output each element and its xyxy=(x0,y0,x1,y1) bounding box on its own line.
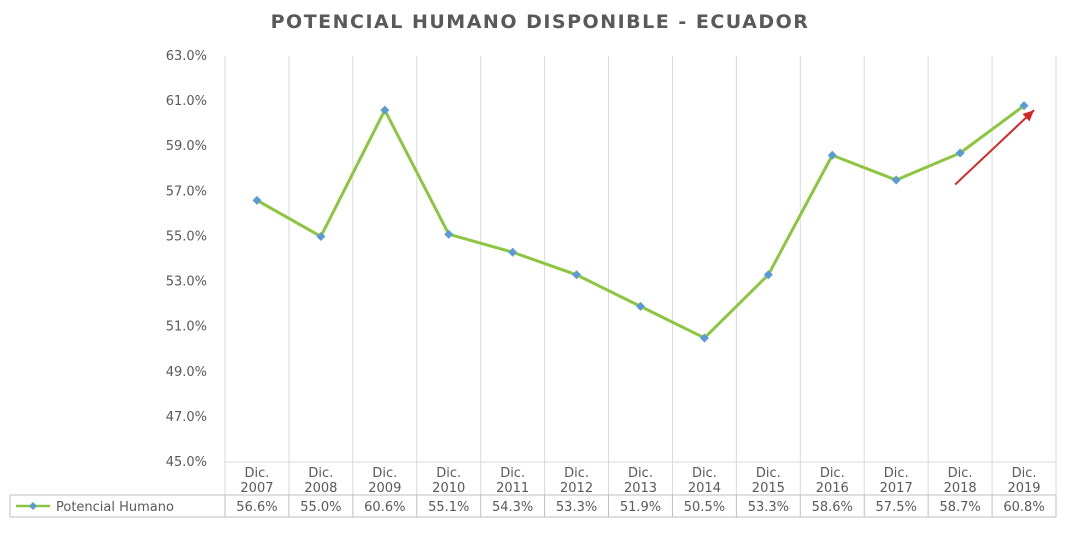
data-point-marker xyxy=(1019,101,1029,111)
x-tick-label-month: Dic. xyxy=(820,466,845,481)
data-table-value: 55.0% xyxy=(300,500,341,515)
y-tick-label: 51.0% xyxy=(166,320,207,335)
x-tick-label-year: 2014 xyxy=(688,481,721,496)
x-tick-label-month: Dic. xyxy=(628,466,653,481)
chart-title: POTENCIAL HUMANO DISPONIBLE - ECUADOR xyxy=(271,11,810,33)
y-tick-label: 49.0% xyxy=(166,365,207,380)
data-point-marker xyxy=(763,270,773,280)
x-tick-label-month: Dic. xyxy=(564,466,589,481)
x-tick-label-month: Dic. xyxy=(692,466,717,481)
data-point-marker xyxy=(444,229,454,239)
x-tick-label-year: 2019 xyxy=(1007,481,1040,496)
data-point-marker xyxy=(316,231,326,241)
data-table-value: 56.6% xyxy=(236,500,277,515)
y-tick-label: 45.0% xyxy=(166,455,207,470)
data-table: Dic.2007Dic.2008Dic.2009Dic.2010Dic.2011… xyxy=(9,466,1057,518)
annotation-arrow-shaft xyxy=(954,109,1035,186)
x-tick-label-year: 2007 xyxy=(240,481,273,496)
data-point-marker xyxy=(891,175,901,185)
x-tick-label-year: 2011 xyxy=(496,481,529,496)
annotation-layer xyxy=(954,109,1035,186)
series-layer xyxy=(252,101,1029,343)
data-point-marker xyxy=(572,270,582,280)
x-tick-label-month: Dic. xyxy=(372,466,397,481)
y-tick-label: 61.0% xyxy=(166,94,207,109)
legend-series-name: Potencial Humano xyxy=(56,500,174,515)
y-tick-label: 47.0% xyxy=(166,410,207,425)
x-tick-label-month: Dic. xyxy=(756,466,781,481)
y-tick-label: 63.0% xyxy=(166,49,207,64)
x-tick-label-year: 2015 xyxy=(752,481,785,496)
x-tick-label-month: Dic. xyxy=(948,466,973,481)
x-tick-label-year: 2013 xyxy=(624,481,657,496)
x-tick-label-month: Dic. xyxy=(245,466,270,481)
data-point-marker xyxy=(508,247,518,257)
data-table-value: 54.3% xyxy=(492,500,533,515)
data-table-value: 57.5% xyxy=(876,500,917,515)
legend-marker-key xyxy=(29,502,37,510)
data-table-value: 58.6% xyxy=(812,500,853,515)
y-axis: 45.0% 47.0% 49.0% 51.0% 53.0% 55.0% 57.0% 59.0%… xyxy=(166,49,207,470)
x-tick-label-year: 2018 xyxy=(944,481,977,496)
data-table-value: 51.9% xyxy=(620,500,661,515)
x-tick-label-month: Dic. xyxy=(1012,466,1037,481)
grid xyxy=(224,56,1057,495)
data-point-marker xyxy=(699,333,709,343)
x-tick-label-year: 2008 xyxy=(304,481,337,496)
y-tick-label: 59.0% xyxy=(166,139,207,154)
x-tick-label-year: 2016 xyxy=(816,481,849,496)
data-point-marker xyxy=(955,148,965,158)
data-table-value: 50.5% xyxy=(684,500,725,515)
annotation-arrow-head xyxy=(1022,110,1035,122)
data-table-value: 55.1% xyxy=(428,500,469,515)
x-tick-label-month: Dic. xyxy=(884,466,909,481)
data-point-marker xyxy=(380,105,390,115)
x-tick-label-month: Dic. xyxy=(436,466,461,481)
data-table-value: 58.7% xyxy=(939,500,980,515)
y-tick-label: 55.0% xyxy=(166,229,207,244)
y-tick-label: 57.0% xyxy=(166,184,207,199)
data-table-value: 53.3% xyxy=(556,500,597,515)
data-point-marker xyxy=(827,150,837,160)
x-tick-label-year: 2010 xyxy=(432,481,465,496)
x-tick-label-year: 2009 xyxy=(368,481,401,496)
data-point-marker xyxy=(636,301,645,311)
data-table-value: 60.8% xyxy=(1003,500,1044,515)
y-tick-label: 53.0% xyxy=(166,275,207,290)
data-point-marker xyxy=(252,195,262,205)
x-tick-label-year: 2017 xyxy=(880,481,913,496)
data-table-value: 60.6% xyxy=(364,500,405,515)
x-tick-label-year: 2012 xyxy=(560,481,593,496)
x-tick-label-month: Dic. xyxy=(308,466,333,481)
data-table-value: 53.3% xyxy=(748,500,789,515)
x-tick-label-month: Dic. xyxy=(500,466,525,481)
